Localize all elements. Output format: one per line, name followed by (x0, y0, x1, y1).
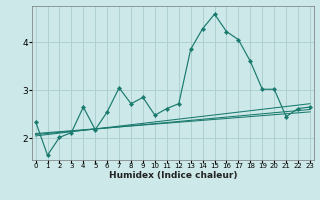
X-axis label: Humidex (Indice chaleur): Humidex (Indice chaleur) (108, 171, 237, 180)
